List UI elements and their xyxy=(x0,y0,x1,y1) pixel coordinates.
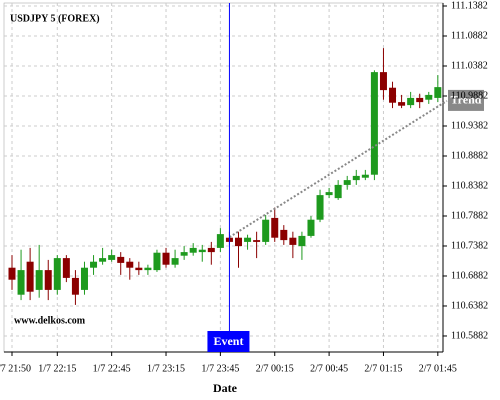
candle-body xyxy=(262,219,270,242)
candle-body xyxy=(370,72,378,175)
grid xyxy=(4,3,447,356)
candle-body xyxy=(17,270,25,295)
candle-body xyxy=(425,94,433,100)
candle-body xyxy=(90,261,98,268)
candle-body xyxy=(53,258,61,290)
candle-body xyxy=(216,234,224,248)
candle-body xyxy=(407,97,415,106)
candle-body xyxy=(80,267,88,290)
x-tick-label: 1/7 22:45 xyxy=(93,363,131,374)
y-tick-label: 111.0882 xyxy=(451,30,488,41)
candle-body xyxy=(289,237,297,245)
y-tick-label: 110.7882 xyxy=(451,210,488,221)
candle-body xyxy=(35,270,43,290)
candle-body xyxy=(162,252,170,265)
candle-body xyxy=(62,258,70,278)
candle-body xyxy=(135,267,143,271)
candle-body xyxy=(361,174,369,178)
candle-body xyxy=(117,256,125,263)
x-tick-label: 2/7 01:45 xyxy=(419,363,457,374)
candle-body xyxy=(325,192,333,196)
y-tick-label: 110.8382 xyxy=(451,180,488,191)
event-label: Event xyxy=(213,334,243,348)
candle-body xyxy=(26,261,34,292)
candle-body xyxy=(144,267,152,271)
candle-body xyxy=(271,217,279,238)
candle-body xyxy=(244,237,252,242)
plot-area xyxy=(3,2,444,353)
x-axis-label: Date xyxy=(213,381,238,395)
candle-body xyxy=(316,195,324,220)
trend-line xyxy=(228,100,448,238)
candle-body xyxy=(171,258,179,265)
y-tick-label: 110.9882 xyxy=(451,90,488,101)
y-tick-label: 110.6382 xyxy=(451,300,488,311)
y-tick-label: 110.8882 xyxy=(451,150,488,161)
candle-body xyxy=(189,247,197,253)
candle-body xyxy=(343,180,351,185)
event-label-box xyxy=(207,331,250,352)
x-tick-label: 2/7 01:15 xyxy=(364,363,402,374)
x-tick-label: 1/7 23:45 xyxy=(201,363,239,374)
candle-body xyxy=(280,229,288,241)
y-tick-label: 111.1382 xyxy=(451,0,488,11)
candle-body xyxy=(44,270,52,290)
candle-body xyxy=(253,240,261,242)
trend-label: Trend xyxy=(451,93,482,107)
candle-body xyxy=(153,252,161,271)
watermark: www.delkos.com xyxy=(14,315,86,326)
candle-body xyxy=(99,258,107,262)
y-tick-label: 110.9382 xyxy=(451,120,488,131)
x-tick-label: 1/7 23:15 xyxy=(147,363,185,374)
overlays: Trend Event xyxy=(207,3,484,352)
candle-body xyxy=(198,249,206,253)
x-tick-label: 2/7 00:15 xyxy=(256,363,294,374)
x-tick-label: 1/7 22:15 xyxy=(38,363,76,374)
trend-label-box xyxy=(448,89,484,111)
y-tick-label: 110.7382 xyxy=(451,240,488,251)
candle-body xyxy=(298,235,306,247)
candle-body xyxy=(398,102,406,106)
candle-body xyxy=(108,255,116,260)
candle-body xyxy=(334,184,342,199)
y-tick-label: 111.0382 xyxy=(451,60,488,71)
candle-body xyxy=(126,261,134,268)
candle-body xyxy=(416,97,424,103)
candle-body xyxy=(307,219,315,236)
candle-body xyxy=(235,237,242,247)
y-tick-label: 110.6882 xyxy=(451,270,488,281)
candle-body xyxy=(379,72,387,91)
candle-body xyxy=(8,267,16,280)
x-tick-label: 1/7 21:50 xyxy=(0,363,31,374)
candle-body xyxy=(352,175,360,181)
candle-body xyxy=(434,87,442,98)
x-tick-label: 2/7 00:45 xyxy=(310,363,348,374)
candle-body xyxy=(180,252,188,256)
candle-body xyxy=(71,277,79,295)
y-tick-label: 110.5882 xyxy=(451,330,488,341)
candle-body xyxy=(207,247,215,253)
chart-title: USDJPY 5 (FOREX) xyxy=(10,13,100,24)
candle-body xyxy=(389,87,397,103)
candles xyxy=(8,48,442,305)
